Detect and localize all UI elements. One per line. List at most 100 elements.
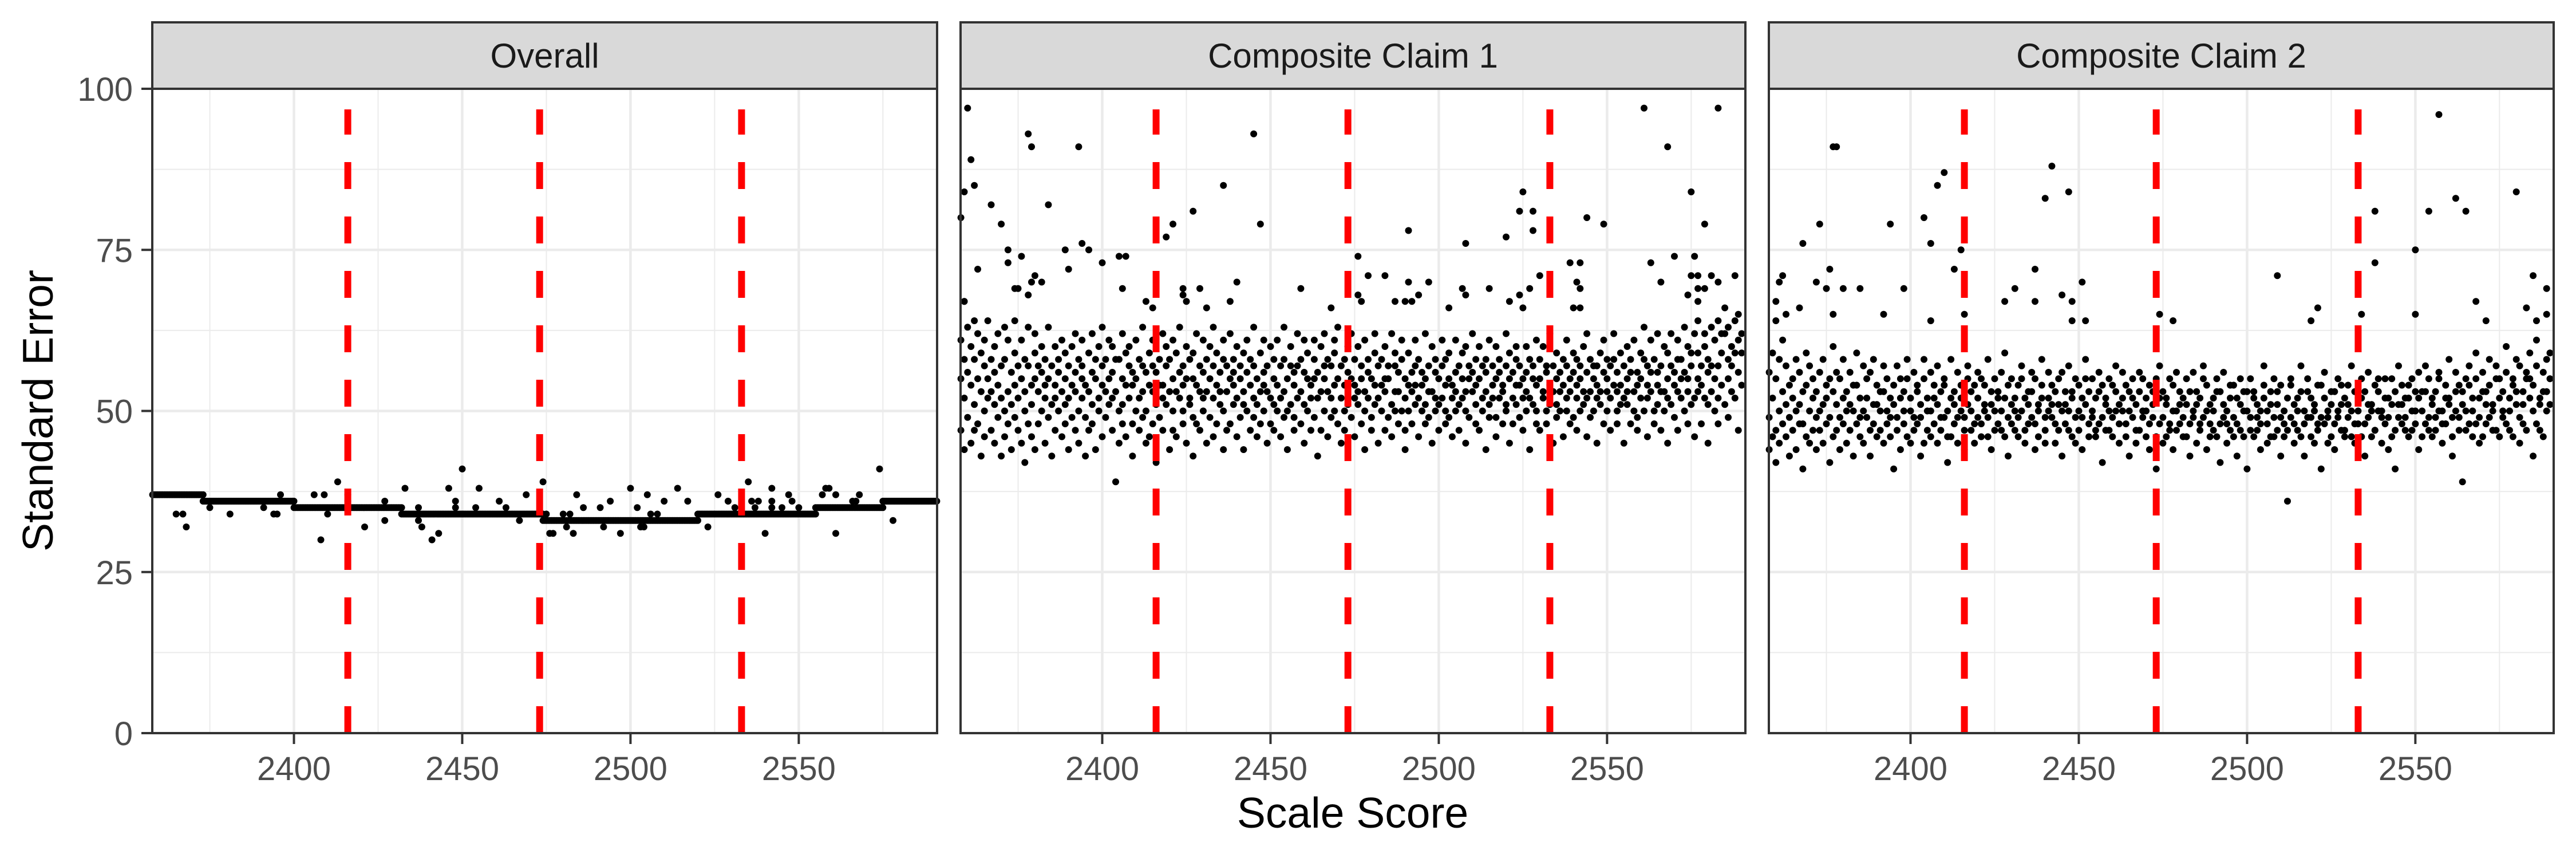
data-point [1465,414,1473,421]
data-point [2452,407,2459,415]
data-point [1721,330,1729,337]
data-point [1566,420,1574,427]
data-point [1532,381,1540,389]
data-point [1445,349,1453,357]
data-point [1172,388,1180,395]
data-point [1159,427,1167,434]
data-point [1694,285,1702,292]
data-point [1156,414,1163,421]
data-point [1028,433,1035,440]
data-point [1172,349,1180,357]
data-point [2186,420,2194,427]
data-point [2065,407,2072,415]
data-point [2059,452,2066,460]
data-point [1961,427,1968,434]
data-point [795,504,803,511]
data-point [1052,343,1059,350]
data-point [2116,439,2123,447]
data-point [1008,369,1015,376]
data-point [1361,388,1369,395]
data-point [2257,446,2264,453]
data-point [2371,427,2379,434]
data-point [1994,420,2002,427]
data-point [1253,375,1261,383]
data-point [1496,356,1503,363]
data-point [2412,420,2419,427]
data-point [2011,285,2018,292]
data-point [1307,381,1314,389]
data-point [2243,465,2251,473]
data-point [987,201,995,208]
data-point [2422,388,2429,395]
data-point [2186,452,2194,460]
data-point [1731,395,1739,402]
data-point [1870,356,1877,363]
data-point [1617,401,1624,408]
data-point [1661,343,1668,350]
data-point [1307,395,1314,402]
data-point [1769,395,1776,402]
data-point [2512,356,2520,363]
data-point [964,104,971,112]
data-point [2530,381,2537,389]
data-point [2028,369,2036,376]
data-point [1314,369,1321,376]
data-point [1179,381,1187,389]
data-point [2311,439,2318,447]
data-point [1799,388,1807,395]
data-point [961,188,968,195]
data-point [206,504,214,511]
data-point [2203,446,2210,453]
data-point [418,524,425,530]
data-point [991,439,998,447]
data-point [1503,407,1510,415]
data-point [1563,336,1570,344]
data-point [1401,446,1409,453]
data-point [1031,330,1038,337]
data-point [2408,375,2416,383]
data-point [1331,381,1338,389]
data-point [2519,401,2527,408]
data-point [1075,356,1082,363]
data-point [694,517,701,524]
data-point [971,427,978,434]
data-point [1004,388,1012,395]
data-point [1836,414,1843,421]
data-point [2173,369,2180,376]
data-point [974,330,981,337]
data-point [1728,388,1735,395]
data-point [991,401,998,408]
data-point [2206,420,2214,427]
data-point [1880,362,1887,369]
data-point [1092,446,1099,453]
data-point [1917,414,1925,421]
data-point [1479,407,1486,415]
data-point [1930,420,1938,427]
data-point [1876,427,1884,434]
data-point [1392,349,1398,357]
data-point [1950,420,1958,427]
data-point [2533,420,2540,427]
data-point [1415,356,1423,363]
data-point [1122,349,1129,357]
data-point [2361,388,2369,395]
data-point [640,524,647,530]
data-point [1216,388,1224,395]
data-point [1371,330,1378,337]
data-point [1041,356,1049,363]
data-point [1830,310,1837,318]
data-point [1439,362,1446,369]
data-point [1368,427,1375,434]
data-point [1941,381,1948,389]
data-point [2358,310,2365,318]
data-point [1472,356,1480,363]
data-point [1657,362,1665,369]
data-point [1833,401,1840,408]
data-point [2136,369,2143,376]
data-point [445,485,452,492]
data-point [1260,369,1267,376]
data-point [1708,388,1715,395]
data-point [1210,362,1217,369]
data-point [1028,278,1035,286]
data-point [1459,375,1466,383]
